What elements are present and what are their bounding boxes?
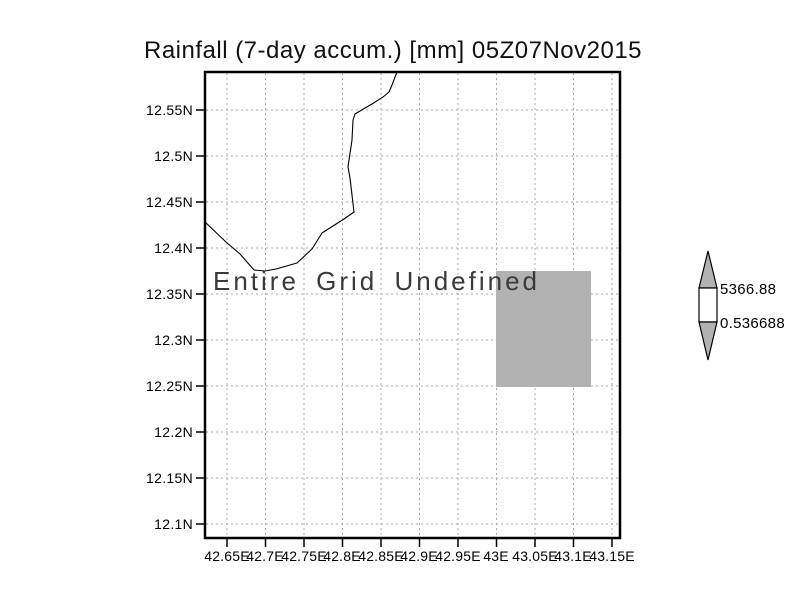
lon-tick-label: 42.8E [323,548,361,564]
lon-tick-label: 43.15E [589,548,635,564]
colorbar-min-label: 0.536688 [720,315,785,332]
colorbar [698,250,718,361]
lat-tick-label: 12.2N [154,424,193,440]
lon-tick-label: 42.75E [281,548,327,564]
lat-tick-label: 12.35N [146,286,193,302]
axis-ticks [196,109,613,547]
lon-tick-label: 42.65E [204,548,250,564]
lat-tick-label: 12.45N [146,194,193,210]
coastline-path [204,71,398,272]
lon-tick-label: 42.95E [435,548,481,564]
plot-title: Rainfall (7-day accum.) [mm] 05Z07Nov201… [143,37,643,64]
lat-tick-label: 12.1N [154,516,193,532]
lon-tick-label: 43E [483,548,509,564]
lon-tick-label: 42.9E [400,548,438,564]
lon-tick-label: 42.85E [358,548,404,564]
lat-tick-label: 12.3N [154,332,193,348]
undefined-grid-label: Entire Grid Undefined [213,266,541,296]
colorbar-mid-bar [698,287,718,323]
map-frame [203,70,622,540]
colorbar-top-arrow [698,250,718,289]
colorbar-bottom-arrow [698,321,718,361]
lat-tick-label: 12.55N [146,102,193,118]
lon-tick-label: 43.1E [554,548,592,564]
lat-tick-label: 12.4N [154,240,193,256]
lat-tick-label: 12.5N [154,148,193,164]
lon-tick-label: 43.05E [512,548,558,564]
shaded-data-region [496,271,591,387]
lon-tick-label: 42.7E [246,548,284,564]
colorbar-max-label: 5366.88 [720,281,777,298]
lat-tick-label: 12.15N [146,470,193,486]
lat-tick-label: 12.25N [146,378,193,394]
